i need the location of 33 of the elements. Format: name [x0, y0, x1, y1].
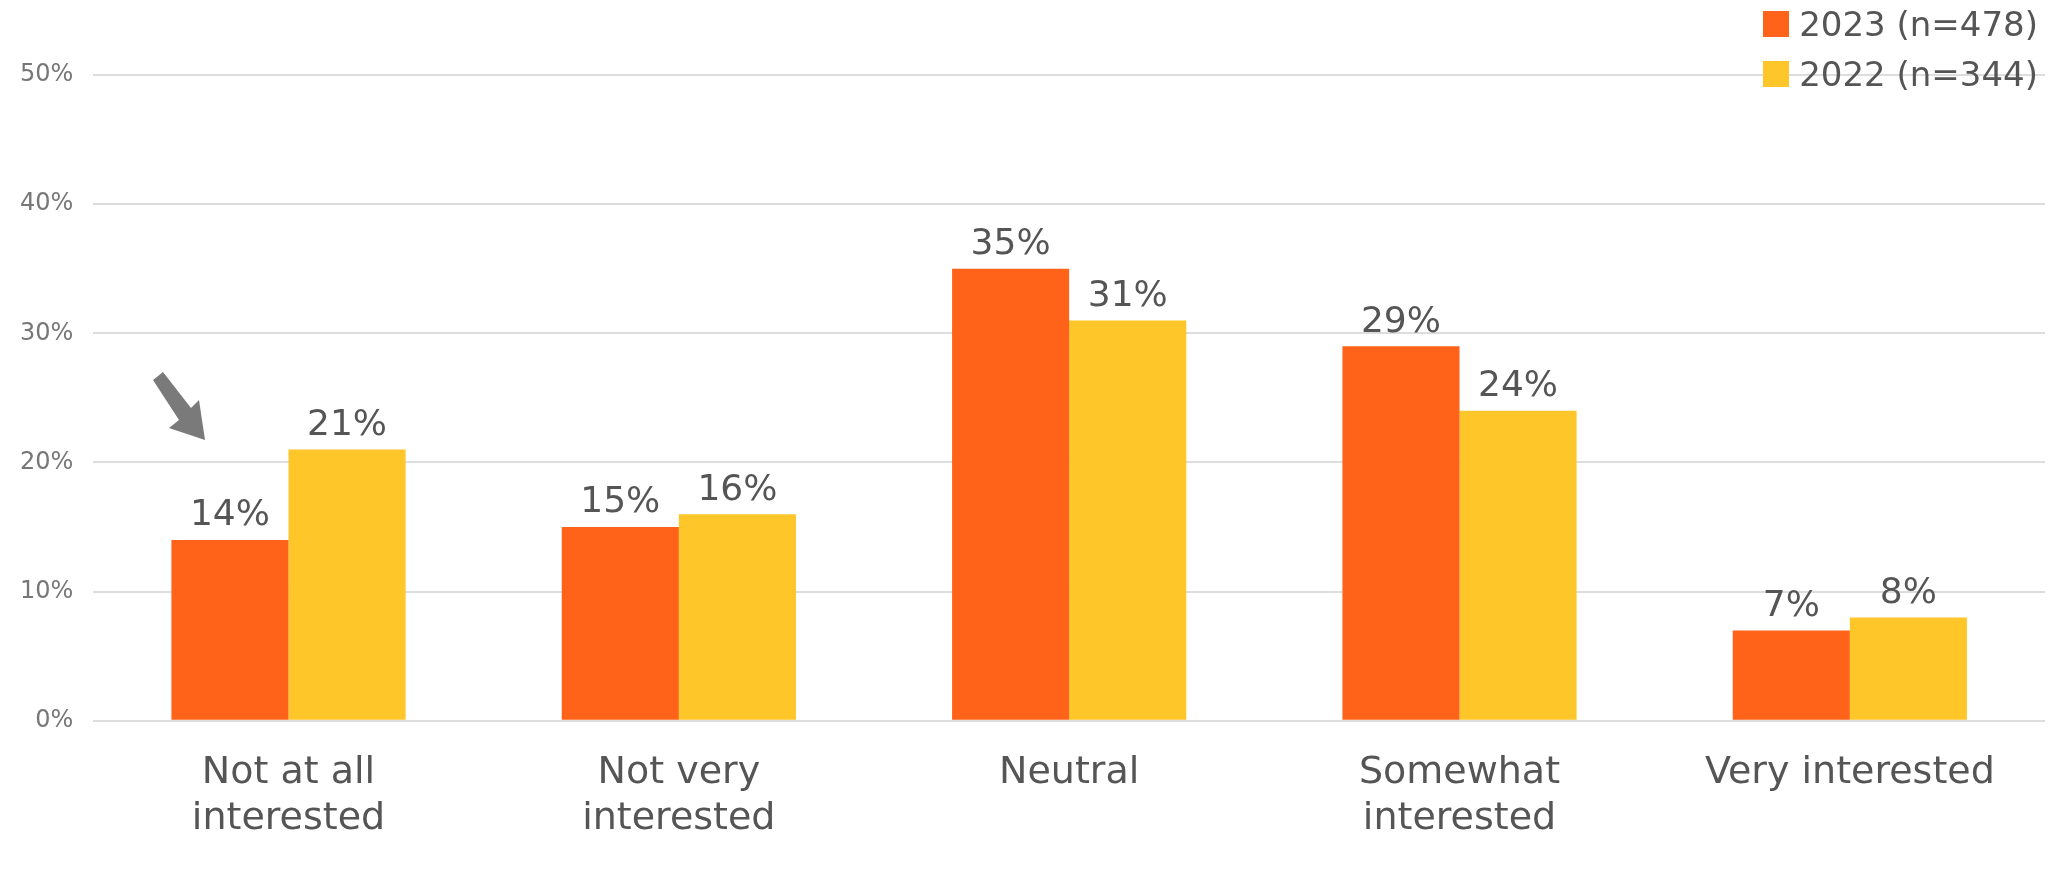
bar [1342, 346, 1460, 720]
data-label: 15% [580, 479, 661, 521]
y-tick-label: 40% [20, 188, 74, 217]
data-label: 16% [697, 466, 778, 508]
data-label: 21% [307, 401, 388, 443]
data-label: 29% [1360, 298, 1441, 340]
x-tick-label: Not very interested [582, 748, 776, 839]
x-tick-label: Neutral [999, 748, 1140, 793]
bar [1459, 410, 1577, 720]
data-label: 24% [1478, 363, 1559, 405]
y-tick-label: 30% [20, 317, 74, 346]
data-label: 7% [1762, 582, 1820, 624]
bar [1849, 617, 1967, 720]
bar [288, 449, 406, 720]
x-tick-label: Somewhat interested [1358, 748, 1561, 839]
bar [1069, 320, 1187, 720]
legend-label: 2022 (n=344) [1799, 54, 2038, 94]
y-tick-label: 10% [20, 575, 74, 604]
bar [561, 527, 679, 720]
legend-label: 2023 (n=478) [1799, 4, 2038, 44]
bar [1732, 630, 1850, 720]
x-tick-label: Very interested [1704, 748, 1995, 793]
y-tick-label: 50% [20, 59, 74, 88]
data-label: 8% [1879, 569, 1937, 611]
data-label: 31% [1087, 272, 1168, 314]
y-tick-label: 20% [20, 446, 74, 475]
bar [952, 268, 1070, 720]
data-label: 14% [189, 492, 270, 534]
x-tick-label: Not at all interested [191, 748, 386, 839]
bar [678, 514, 796, 720]
y-tick-label: 0% [35, 705, 74, 734]
bar [171, 539, 289, 720]
data-label: 35% [970, 221, 1051, 263]
